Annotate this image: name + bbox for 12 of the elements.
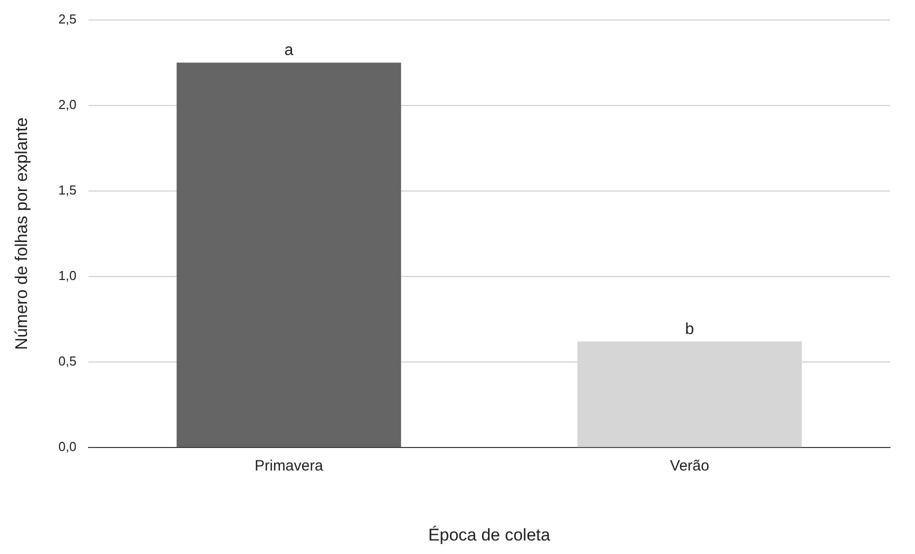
y-tick-label: 2,5 [58,11,76,26]
y-tick-label: 0,5 [58,354,76,369]
y-tick-label: 2,0 [58,96,76,112]
x-tick-label: Primavera [254,458,324,475]
y-tick-label: 1,0 [58,268,76,284]
annotation: a [284,42,294,59]
x-axis-title: Época de coleta [428,525,551,544]
y-tick-label: 0,0 [58,439,76,454]
x-tick-label: Verão [670,458,710,475]
annotation: b [685,320,694,338]
y-axis-title: Número de folhas por explante [12,117,31,350]
y-tick-label: 1,5 [58,182,76,198]
